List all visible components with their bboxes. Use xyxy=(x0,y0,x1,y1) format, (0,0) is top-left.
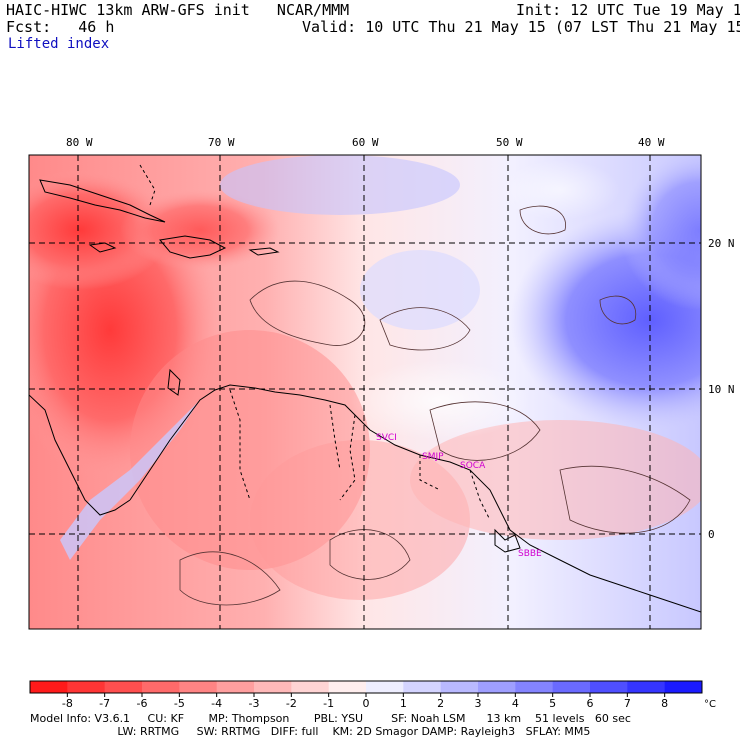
colorbar-swatch xyxy=(291,681,330,693)
lat-lon-grid xyxy=(29,155,701,629)
model-info-line2: LW: RRTMG SW: RRTMG DIFF: full KM: 2D Sm… xyxy=(30,725,591,738)
colorbar-swatch xyxy=(179,681,218,693)
model-info-line1: Model Info: V3.6.1 CU: KF MP: Thompson P… xyxy=(30,712,631,725)
colorbar-swatch xyxy=(478,681,516,693)
colorbar-swatch xyxy=(515,681,554,693)
colorbar-tick-label: 2 xyxy=(437,697,444,710)
colorbar-tick-label: 8 xyxy=(661,697,668,710)
colorbar-tick-label: 4 xyxy=(512,697,519,710)
model-title: HAIC-HIWC 13km ARW-GFS init NCAR/MMM xyxy=(6,1,350,19)
colorbar-swatch xyxy=(216,681,255,693)
lifted-index-field xyxy=(29,155,701,629)
field-name: Lifted index xyxy=(8,36,110,52)
colorbar-swatch xyxy=(104,681,143,693)
station-label: SOCA xyxy=(460,461,486,471)
init-time: Init: 12 UTC Tue 19 May 15 xyxy=(516,1,740,19)
colorbar-tick-label: 1 xyxy=(400,697,407,710)
colorbar-swatch xyxy=(440,681,479,693)
colorbar: -8 -7 -6 -5 -4 -3 -2 -1 0 1 2 3 4 5 6 7 8 °C xyxy=(29,680,716,710)
contours xyxy=(179,205,691,606)
colorbar-tick-label: -5 xyxy=(174,697,185,710)
colorbar-swatch xyxy=(552,681,591,693)
lon-label: 40 W xyxy=(638,136,665,149)
lat-label: 20 N xyxy=(708,237,735,250)
colorbar-tick-label: -4 xyxy=(211,697,222,710)
colorbar-tick-label: -1 xyxy=(323,697,334,710)
colorbar-tick-label: 7 xyxy=(624,697,631,710)
colorbar-swatch xyxy=(627,681,666,693)
map-frame xyxy=(28,154,702,630)
colorbar-swatch xyxy=(366,681,404,693)
colorbar-tick-label: -2 xyxy=(286,697,297,710)
station-label: SVCI xyxy=(376,433,397,443)
lon-label: 50 W xyxy=(496,136,523,149)
colorbar-tick-label: -6 xyxy=(137,697,148,710)
colorbar-tick-label: -7 xyxy=(99,697,110,710)
colorbar-tick-label: 5 xyxy=(549,697,556,710)
colorbar-swatch xyxy=(664,681,703,693)
colorbar-swatch xyxy=(590,681,628,693)
lon-label: 60 W xyxy=(352,136,379,149)
colorbar-unit: °C xyxy=(704,699,716,710)
colorbar-tick-label: -3 xyxy=(249,697,260,710)
colorbar-swatch xyxy=(254,681,292,693)
colorbar-tick-label: -8 xyxy=(62,697,73,710)
colorbar-tick-label: 6 xyxy=(587,697,594,710)
lat-label: 0 xyxy=(708,528,715,541)
colorbar-swatch xyxy=(67,681,106,693)
lon-label: 80 W xyxy=(66,136,93,149)
colorbar-swatch xyxy=(403,681,442,693)
station-label: SMJP xyxy=(422,452,444,462)
colorbar-tick-label: 0 xyxy=(363,697,370,710)
lat-label: 10 N xyxy=(708,383,735,396)
station-label: SBBE xyxy=(518,549,542,559)
borders xyxy=(139,164,491,521)
forecast-hour: Fcst: 46 h xyxy=(6,18,115,36)
valid-time: Valid: 10 UTC Thu 21 May 15 (07 LST Thu … xyxy=(302,18,740,36)
colorbar-swatch xyxy=(328,681,367,693)
lon-label: 70 W xyxy=(208,136,235,149)
colorbar-swatch xyxy=(142,681,180,693)
colorbar-swatch xyxy=(30,681,68,693)
colorbar-tick-label: 3 xyxy=(475,697,482,710)
